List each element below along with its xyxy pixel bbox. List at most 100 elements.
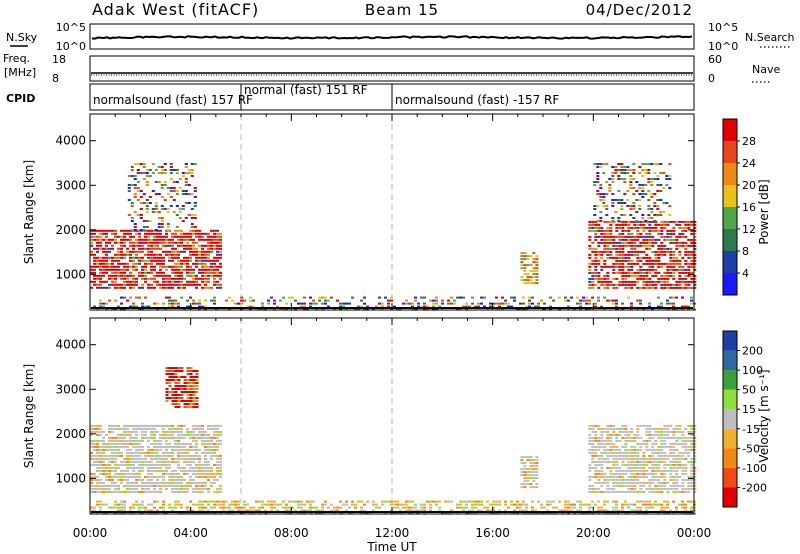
scatter-cell — [148, 202, 152, 204]
scatter-cell — [175, 190, 179, 192]
scatter-cell — [180, 238, 183, 241]
scatter-cell — [666, 220, 670, 223]
scatter-cell — [591, 247, 595, 250]
scatter-cell — [159, 259, 162, 262]
scatter-cell — [666, 430, 670, 433]
scatter-cell — [678, 268, 682, 271]
scatter-cell — [495, 296, 498, 299]
scatter-cell — [123, 235, 126, 238]
scatter-cell — [681, 220, 685, 223]
scatter-cell — [168, 283, 171, 286]
scatter-cell — [567, 305, 570, 308]
scatter-cell — [614, 172, 618, 174]
scatter-cell — [523, 258, 527, 261]
scatter-cell — [102, 271, 105, 274]
scatter-cell — [645, 509, 648, 512]
scatter-cell — [603, 430, 607, 433]
scatter-cell — [141, 302, 144, 305]
scatter-cell — [596, 205, 600, 207]
scatter-cell — [145, 211, 149, 213]
scatter-cell — [96, 262, 99, 265]
scatter-cell — [195, 235, 198, 238]
scatter-cell — [192, 427, 195, 430]
scatter-cell — [204, 451, 207, 454]
scatter-cell — [120, 229, 123, 232]
scatter-cell — [651, 250, 655, 253]
scatter-cell — [608, 184, 612, 186]
scatter-cell — [606, 253, 610, 256]
scatter-cell — [177, 271, 180, 274]
scatter-cell — [591, 283, 595, 286]
scatter-cell — [168, 250, 171, 253]
scatter-cell — [111, 490, 114, 493]
scatter-cell — [615, 469, 619, 472]
scatter-cell — [99, 490, 102, 493]
scatter-cell — [339, 506, 342, 509]
noise-panel-frame — [89, 23, 695, 50]
scatter-cell — [159, 424, 162, 427]
scatter-cell — [123, 244, 126, 247]
scatter-cell — [615, 433, 619, 436]
velocity-ylabel: Slant Range [km] — [22, 364, 36, 468]
scatter-cell — [593, 184, 597, 186]
scatter-cell — [639, 463, 643, 466]
scatter-cell — [690, 442, 694, 445]
scatter-cell — [171, 445, 174, 448]
scatter-cell — [525, 509, 528, 512]
scatter-cell — [198, 430, 201, 433]
scatter-cell — [621, 475, 625, 478]
scatter-cell — [573, 506, 576, 509]
scatter-cell — [183, 436, 186, 439]
scatter-cell — [620, 208, 624, 210]
scatter-cell — [684, 247, 688, 250]
scatter-cell — [177, 286, 180, 289]
scatter-cell — [405, 503, 408, 506]
scatter-cell — [243, 506, 246, 509]
scatter-cell — [186, 433, 189, 436]
nave-label: Nave — [752, 63, 780, 76]
scatter-cell — [160, 172, 164, 174]
scatter-cell — [535, 459, 539, 462]
scatter-cell — [672, 442, 676, 445]
scatter-cell — [213, 238, 216, 241]
scatter-cell — [621, 247, 625, 250]
scatter-cell — [591, 280, 595, 283]
scatter-cell — [144, 277, 147, 280]
scatter-cell — [672, 277, 676, 280]
scatter-cell — [111, 247, 114, 250]
scatter-cell — [142, 226, 146, 228]
scatter-cell — [120, 250, 123, 253]
scatter-cell — [636, 466, 640, 469]
scatter-cell — [219, 253, 222, 256]
scatter-cell — [681, 484, 685, 487]
scatter-cell — [165, 430, 168, 433]
scatter-cell — [168, 427, 171, 430]
scatter-cell — [102, 430, 105, 433]
scatter-cell — [675, 487, 679, 490]
scatter-cell — [99, 277, 102, 280]
scatter-cell — [651, 229, 655, 232]
scatter-cell — [111, 442, 114, 445]
scatter-cell — [627, 433, 631, 436]
scatter-cell — [615, 241, 619, 244]
scatter-cell — [653, 202, 657, 204]
scatter-cell — [162, 472, 165, 475]
scatter-cell — [474, 500, 477, 503]
scatter-cell — [606, 235, 610, 238]
scatter-cell — [615, 271, 619, 274]
scatter-cell — [136, 169, 140, 171]
scatter-cell — [465, 302, 468, 305]
scatter-cell — [668, 187, 672, 189]
scatter-cell — [657, 436, 661, 439]
scatter-cell — [669, 238, 673, 241]
scatter-cell — [90, 463, 93, 466]
scatter-cell — [165, 463, 168, 466]
scatter-cell — [611, 205, 615, 207]
scatter-cell — [171, 232, 174, 235]
scatter-cell — [168, 259, 171, 262]
scatter-cell — [120, 481, 123, 484]
scatter-cell — [132, 451, 135, 454]
scatter-cell — [177, 445, 180, 448]
scatter-cell — [414, 503, 417, 506]
scatter-cell — [183, 400, 187, 402]
